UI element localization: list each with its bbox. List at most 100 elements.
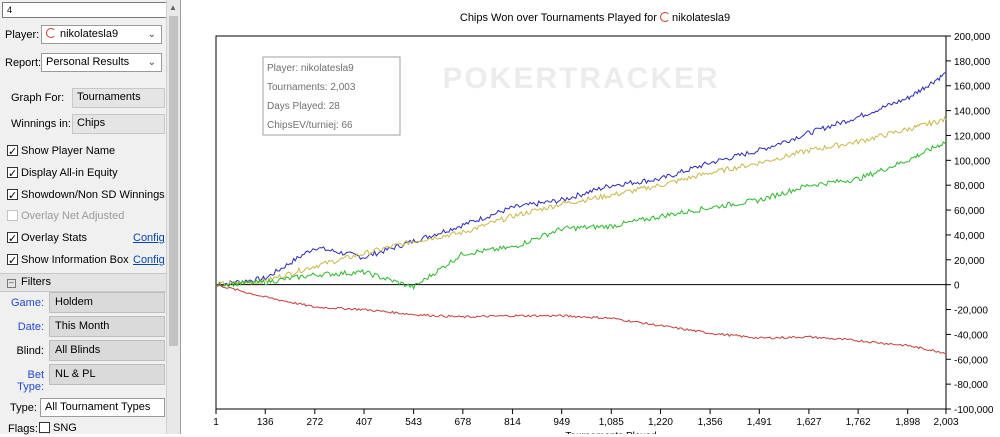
y-tick-label: 160,000: [954, 82, 991, 93]
y-tick-label: -20,000: [954, 306, 988, 317]
filters-title: Filters: [21, 276, 51, 288]
option-label: Show Information Box: [21, 254, 129, 266]
tournament-type-select[interactable]: All Tournament Types: [40, 398, 165, 417]
x-tick-label: 1,356: [698, 417, 723, 428]
player-select[interactable]: nikolatesla9 ⌄: [41, 25, 162, 44]
player-value: nikolatesla9: [60, 28, 119, 40]
winnings-select[interactable]: Chips: [72, 114, 165, 134]
checkbox-unchecked-icon: [7, 210, 18, 221]
checkbox-checked-icon: [7, 187, 18, 205]
bet-type-filter-label: Bet Type:: [17, 369, 44, 393]
report-value: Personal Results: [46, 56, 130, 68]
series-line-0: [215, 72, 947, 287]
blind-filter-value[interactable]: All Blinds: [49, 340, 165, 361]
x-axis-title: Tournaments Played: [565, 431, 656, 434]
date-filter-value[interactable]: This Month: [49, 316, 165, 337]
type-label: Type:: [10, 402, 37, 414]
game-filter-label: Game:: [10, 297, 44, 309]
option-label: Display All-in Equity: [21, 167, 118, 179]
checkbox-checked-icon: [7, 252, 18, 270]
y-tick-label: -100,000: [954, 405, 994, 416]
scrollbar-thumb[interactable]: [169, 16, 178, 346]
y-tick-label: -80,000: [954, 380, 988, 391]
display-allin-equity-checkbox[interactable]: Display All-in Equity: [7, 164, 177, 183]
chart-title: Chips Won over Tournaments Played for ni…: [190, 12, 1000, 24]
x-tick-label: 1,762: [846, 417, 871, 428]
pokertracker-player-icon: [660, 12, 671, 22]
sng-flag-checkbox[interactable]: SNG: [39, 419, 119, 437]
y-tick-label: 140,000: [954, 107, 991, 118]
x-tick-label: 407: [356, 417, 373, 428]
option-label: SNG: [53, 422, 77, 434]
y-tick-label: 200,000: [954, 32, 991, 43]
x-tick-label: 1,898: [895, 417, 920, 428]
winnings-value: Chips: [77, 117, 106, 129]
checkbox-checked-icon: [7, 165, 18, 183]
report-select[interactable]: Personal Results ⌄: [41, 53, 162, 72]
winnings-label: Winnings in:: [11, 118, 71, 130]
checkbox-checked-icon: [7, 230, 18, 248]
y-tick-label: -40,000: [954, 330, 988, 341]
overlay-net-adjusted-checkbox: Overlay Net Adjusted: [7, 207, 177, 225]
blind-filter-label: Blind:: [16, 345, 44, 357]
overlay-stats-checkbox[interactable]: Overlay Stats: [7, 229, 177, 248]
x-tick-label: 1,220: [648, 417, 673, 428]
series-line-2: [215, 141, 947, 291]
search-input[interactable]: 4: [2, 2, 178, 18]
x-tick-label: 136: [257, 417, 274, 428]
x-tick-label: 949: [553, 417, 570, 428]
player-label: Player:: [5, 29, 40, 41]
checkbox-checked-icon: [7, 143, 18, 161]
x-tick-label: 1,627: [796, 417, 821, 428]
settings-panel: 4 Player: nikolatesla9 ⌄ Report: Persona…: [0, 0, 181, 437]
pokertracker-watermark: POKERTRACKER: [442, 62, 719, 95]
option-label: Overlay Stats: [21, 232, 88, 244]
x-tick-label: 678: [455, 417, 472, 428]
information-box-line: Player: nikolatesla9: [267, 63, 354, 74]
y-tick-label: 40,000: [954, 231, 985, 242]
y-tick-label: -60,000: [954, 355, 988, 366]
checkbox-unchecked-icon: [39, 422, 50, 433]
y-tick-label: 180,000: [954, 57, 991, 68]
overlay-stats-config-link[interactable]: Config: [133, 232, 165, 244]
bet-type-filter-value[interactable]: NL & PL: [49, 364, 165, 385]
x-tick-label: 1: [213, 417, 219, 428]
scroll-up-arrow-icon[interactable]: ▲: [169, 3, 177, 12]
x-tick-label: 2,003: [933, 417, 958, 428]
report-label: Report:: [5, 57, 42, 69]
y-tick-label: 120,000: [954, 131, 991, 142]
sidebar-scrollbar[interactable]: ▲: [166, 0, 180, 434]
option-label: Show Player Name: [21, 145, 116, 157]
information-box-line: ChipsEV/turniej: 66: [267, 120, 353, 131]
option-label: Overlay Net Adjusted: [21, 210, 125, 222]
x-tick-label: 1,491: [747, 417, 772, 428]
collapse-icon[interactable]: –: [7, 279, 16, 288]
chart-title-player: nikolatesla9: [672, 12, 731, 24]
y-tick-label: 20,000: [954, 256, 985, 267]
graph-for-label: Graph For:: [11, 92, 65, 104]
date-filter-label: Date:: [17, 321, 44, 333]
information-box: [262, 56, 401, 136]
series-line-3: [215, 284, 947, 354]
flags-label: Flags:: [8, 423, 38, 435]
show-information-box-checkbox[interactable]: Show Information Box: [7, 251, 177, 270]
series-line-1: [215, 116, 947, 288]
x-tick-label: 272: [306, 417, 323, 428]
information-box-config-link[interactable]: Config: [133, 254, 165, 266]
filters-section-header[interactable]: – Filters: [0, 273, 167, 292]
graph-for-select[interactable]: Tournaments: [72, 88, 165, 108]
showdown-winnings-checkbox[interactable]: Showdown/Non SD Winnings: [7, 186, 177, 205]
pokertracker-player-icon: [46, 28, 56, 38]
tournament-type-value: All Tournament Types: [45, 401, 151, 413]
show-player-name-checkbox[interactable]: Show Player Name: [7, 142, 177, 161]
y-tick-label: 60,000: [954, 206, 985, 217]
y-tick-label: 80,000: [954, 181, 985, 192]
chart-title-text: Chips Won over Tournaments Played for: [459, 12, 657, 24]
y-tick-label: 0: [954, 281, 960, 292]
game-filter-value[interactable]: Holdem: [49, 292, 165, 313]
option-label: Showdown/Non SD Winnings: [21, 189, 165, 201]
chart-area: POKERTRACKER 200,000 180,000 160,000 140,000…: [183, 0, 1000, 434]
x-tick-label: 814: [504, 417, 521, 428]
chips-won-chart: POKERTRACKER200,000180,000160,000140,000…: [213, 32, 994, 434]
y-tick-label: 100,000: [954, 156, 991, 167]
